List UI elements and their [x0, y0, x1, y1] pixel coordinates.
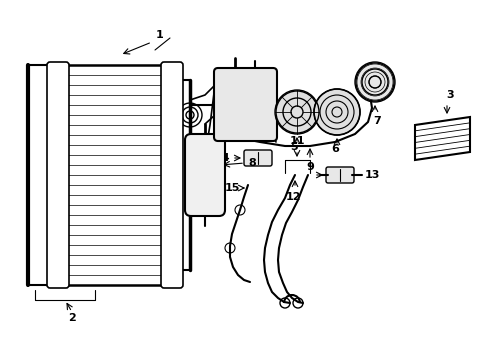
FancyBboxPatch shape — [214, 68, 276, 141]
Polygon shape — [414, 117, 469, 160]
FancyBboxPatch shape — [184, 134, 224, 216]
Bar — [50, 65, 180, 285]
Text: 8: 8 — [247, 158, 255, 168]
Text: 4: 4 — [259, 135, 266, 145]
Text: 10: 10 — [278, 110, 293, 120]
Text: 2: 2 — [68, 313, 76, 323]
Text: 1: 1 — [156, 30, 163, 40]
FancyBboxPatch shape — [244, 150, 271, 166]
Text: 5: 5 — [289, 142, 297, 152]
Text: 6: 6 — [330, 144, 338, 154]
Text: 11: 11 — [289, 136, 304, 146]
Text: 13: 13 — [364, 170, 379, 180]
Text: 7: 7 — [372, 116, 380, 126]
Circle shape — [355, 63, 393, 101]
FancyBboxPatch shape — [325, 167, 353, 183]
Circle shape — [275, 91, 317, 133]
Text: 12: 12 — [285, 192, 300, 202]
Text: 3: 3 — [445, 90, 453, 100]
FancyBboxPatch shape — [161, 62, 183, 288]
Text: 9: 9 — [305, 162, 313, 172]
Text: 15: 15 — [224, 183, 239, 193]
FancyBboxPatch shape — [47, 62, 69, 288]
Circle shape — [313, 89, 359, 135]
Text: 14: 14 — [215, 153, 230, 163]
